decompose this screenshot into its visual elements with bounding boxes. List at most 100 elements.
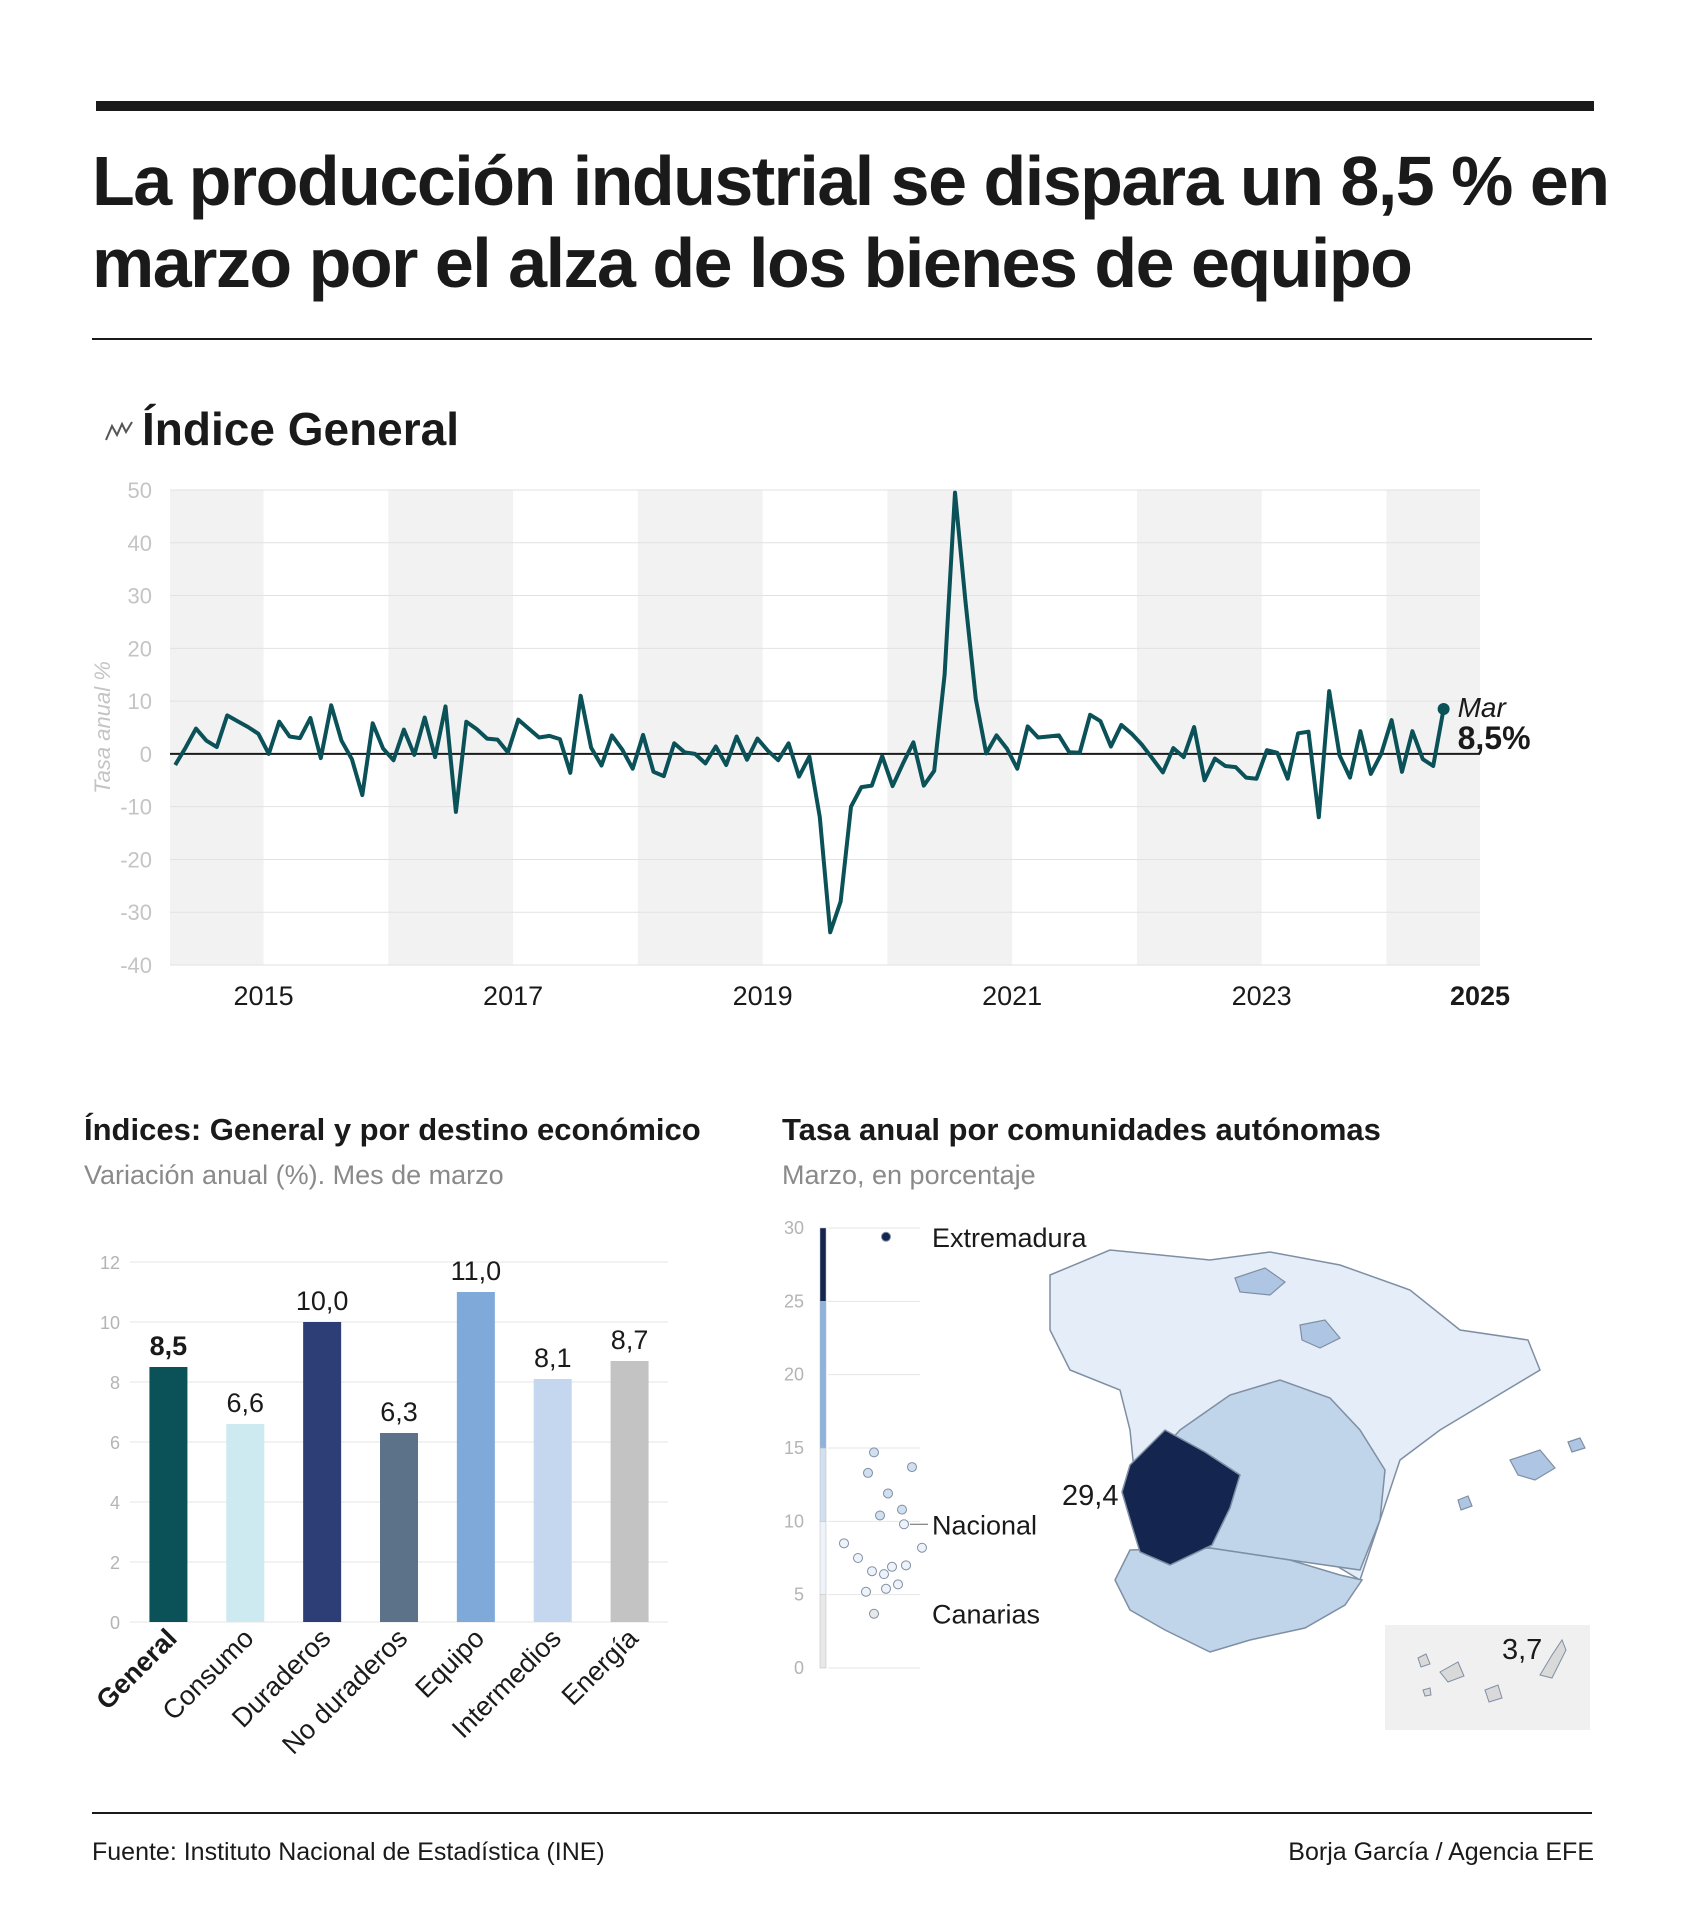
y-tick-label: 20 — [128, 636, 152, 661]
footer-source: Fuente: Instituto Nacional de Estadístic… — [92, 1838, 605, 1866]
color-scale-segment — [819, 1227, 827, 1302]
y-tick-label: 0 — [140, 742, 152, 767]
map-region-cantabria — [1234, 1267, 1286, 1296]
y-tick-label: -10 — [120, 795, 152, 820]
x-tick-label: 2025 — [1450, 981, 1510, 1011]
map-region-canarias-1 — [1417, 1653, 1431, 1668]
y-tick-label: 8 — [110, 1373, 120, 1393]
region-point — [883, 1488, 893, 1499]
region-point — [901, 1560, 911, 1571]
x-tick-label: 2017 — [483, 981, 543, 1011]
year-band — [637, 490, 763, 965]
region-annotation: Extremadura — [932, 1223, 1088, 1253]
map-region-canarias-2 — [1439, 1661, 1465, 1683]
regions-scatter: 30 25 20 15 10 5 0 Extremadura Nacional Canarias — [784, 1218, 1088, 1678]
map-region-ibiza — [1457, 1495, 1473, 1511]
map-region-balearic-small — [1567, 1437, 1586, 1453]
top-rule — [96, 101, 1594, 111]
bar — [533, 1379, 572, 1622]
bar — [380, 1433, 418, 1622]
y-tick-label: 2 — [110, 1553, 120, 1573]
y-tick-label: -30 — [120, 900, 152, 925]
map-label-canarias: 3,7 — [1502, 1634, 1543, 1666]
region-point — [917, 1542, 927, 1553]
bar-chart-subtitle: Variación anual (%). Mes de marzo — [84, 1160, 504, 1190]
year-band — [388, 490, 514, 965]
y-tick-label: 12 — [100, 1253, 120, 1273]
map-region-extremadura — [1121, 1429, 1241, 1566]
regions-title: Tasa anual por comunidades autónomas — [782, 1112, 1381, 1147]
region-point — [893, 1579, 903, 1590]
region-point — [875, 1510, 885, 1521]
series-line — [173, 490, 1446, 935]
bar-value-label: 10,0 — [296, 1286, 349, 1316]
bar — [303, 1322, 342, 1622]
y-tick-label: -20 — [120, 847, 152, 872]
x-tick-label: 2023 — [1232, 981, 1292, 1011]
spain-map — [1049, 1249, 1590, 1730]
region-point — [887, 1561, 897, 1572]
bar-value-label: 8,5 — [150, 1331, 188, 1361]
category-label: Energía — [556, 1622, 645, 1711]
year-band — [1386, 490, 1480, 965]
region-annotation: Nacional — [932, 1510, 1037, 1540]
y-tick-label: 30 — [128, 584, 152, 609]
y-tick-label: 0 — [794, 1658, 804, 1678]
region-point — [899, 1519, 909, 1530]
x-tick-label: 2019 — [733, 981, 793, 1011]
y-axis-label: Tasa anual % — [90, 661, 115, 794]
footer-divider — [92, 1812, 1592, 1814]
map-label-extremadura: 29,4 — [1062, 1480, 1119, 1512]
bar-chart: 0246810128,5General6,6Consumo10,0Durader… — [90, 1253, 668, 1760]
y-tick-label: 5 — [794, 1585, 804, 1605]
region-point — [839, 1538, 849, 1549]
headline: La producción industrial se dispara un 8… — [92, 142, 1610, 302]
y-tick-label: 50 — [128, 478, 152, 503]
y-tick-label: 10 — [100, 1313, 120, 1333]
x-tick-label: 2015 — [234, 981, 294, 1011]
region-point — [897, 1504, 907, 1515]
map-region-balearic — [1509, 1449, 1556, 1481]
region-point — [869, 1608, 879, 1619]
y-tick-label: 0 — [110, 1613, 120, 1633]
bar — [456, 1292, 495, 1622]
y-tick-label: 6 — [110, 1433, 120, 1453]
region-point — [881, 1583, 891, 1594]
map-region-canarias-4 — [1539, 1638, 1567, 1679]
region-point — [879, 1569, 889, 1580]
y-tick-label: 10 — [784, 1511, 804, 1531]
color-scale-segment — [819, 1447, 827, 1522]
footer-credit: Borja García / Agencia EFE — [1288, 1838, 1594, 1866]
line-chart-title: Índice General — [142, 403, 460, 455]
y-tick-label: -40 — [120, 953, 152, 978]
y-tick-label: 40 — [128, 531, 152, 556]
bar-value-label: 11,0 — [451, 1256, 502, 1286]
bar-value-label: 8,7 — [611, 1325, 649, 1355]
map-region-rioja — [1299, 1319, 1341, 1349]
region-point — [861, 1586, 871, 1597]
bar-value-label: 6,3 — [380, 1397, 418, 1427]
regions-subtitle: Marzo, en porcentaje — [782, 1160, 1036, 1190]
line-chart: 50 40 30 20 10 0 -10 -20 -30 -40 Tasa anual % 2015 2… — [90, 478, 1531, 1011]
y-tick-label: 10 — [128, 689, 152, 714]
y-tick-label: 4 — [110, 1493, 120, 1513]
canarias-inset — [1385, 1625, 1590, 1730]
bar-value-label: 8,1 — [534, 1343, 572, 1373]
color-scale-segment — [819, 1594, 827, 1669]
y-tick-label: 20 — [784, 1365, 804, 1385]
bar — [610, 1361, 649, 1622]
color-scale-segment — [819, 1301, 827, 1449]
last-point-label: Mar — [1458, 692, 1508, 723]
bar-value-label: 6,6 — [227, 1388, 265, 1418]
headline-divider — [92, 338, 1592, 340]
region-point — [867, 1566, 877, 1577]
map-region-canarias-3 — [1484, 1684, 1503, 1703]
y-tick-label: 25 — [784, 1291, 804, 1311]
map-region-canarias-5 — [1422, 1687, 1432, 1697]
color-scale-segment — [819, 1521, 827, 1595]
region-point — [881, 1231, 891, 1242]
bar-chart-title: Índices: General y por destino económico — [84, 1112, 701, 1147]
region-point — [869, 1447, 879, 1458]
bar — [149, 1367, 188, 1622]
year-band — [1136, 490, 1262, 965]
